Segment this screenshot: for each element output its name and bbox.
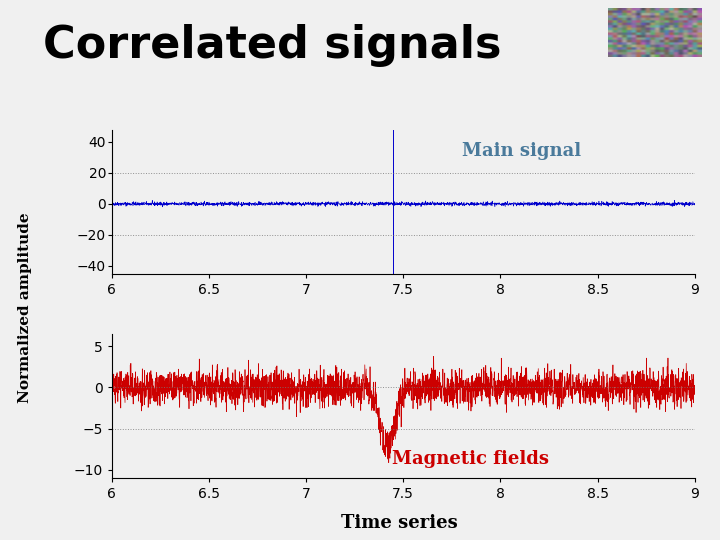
Text: Normalized amplitude: Normalized amplitude xyxy=(18,212,32,403)
Text: Magnetic fields: Magnetic fields xyxy=(392,449,549,468)
Text: Main signal: Main signal xyxy=(462,141,580,159)
Text: Correlated signals: Correlated signals xyxy=(43,24,502,68)
Text: Time series: Time series xyxy=(341,514,458,532)
